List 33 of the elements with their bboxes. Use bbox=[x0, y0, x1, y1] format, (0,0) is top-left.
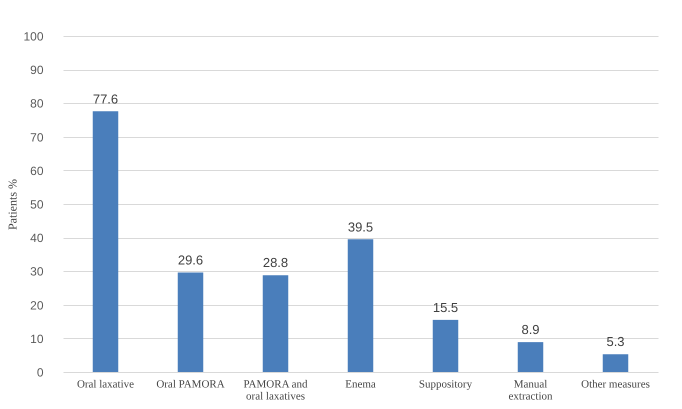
data-label: 8.9 bbox=[521, 322, 540, 338]
y-tick-label: 30 bbox=[30, 264, 44, 279]
bar bbox=[348, 239, 374, 372]
x-tick-label: Oral laxative bbox=[76, 378, 134, 390]
data-label: 28.8 bbox=[262, 255, 288, 270]
data-label: 29.6 bbox=[178, 252, 204, 268]
y-tick-label: 50 bbox=[30, 198, 44, 212]
x-tick-label: Other measures bbox=[581, 378, 650, 390]
y-tick-label: 60 bbox=[30, 164, 44, 178]
y-tick-label: 0 bbox=[36, 366, 44, 380]
bar bbox=[262, 275, 288, 372]
data-label: 39.5 bbox=[348, 219, 374, 234]
data-label: 15.5 bbox=[432, 300, 458, 315]
y-tick-label: 70 bbox=[30, 130, 44, 144]
data-label: 77.6 bbox=[92, 91, 118, 106]
x-tick-label: Suppository bbox=[418, 378, 473, 390]
bar bbox=[92, 111, 118, 372]
y-tick-label: 10 bbox=[30, 332, 44, 346]
x-tick-label: Oral PAMORA bbox=[156, 378, 225, 390]
bar bbox=[432, 320, 458, 372]
x-tick-label: Manual extraction bbox=[508, 378, 553, 402]
y-axis-title: Patients % bbox=[5, 179, 20, 230]
y-tick-label: 80 bbox=[30, 96, 44, 111]
y-tick-label: 100 bbox=[23, 30, 44, 44]
y-tick-label: 90 bbox=[30, 63, 44, 78]
bar bbox=[178, 272, 204, 372]
y-tick-label: 40 bbox=[30, 231, 44, 246]
data-label: 5.3 bbox=[606, 334, 625, 350]
bar bbox=[518, 342, 544, 372]
y-tick-label: 20 bbox=[30, 298, 44, 312]
x-tick-label: Enema bbox=[345, 378, 376, 390]
x-tick-label: PAMORA and oral laxatives bbox=[243, 378, 308, 402]
bar bbox=[602, 354, 628, 372]
